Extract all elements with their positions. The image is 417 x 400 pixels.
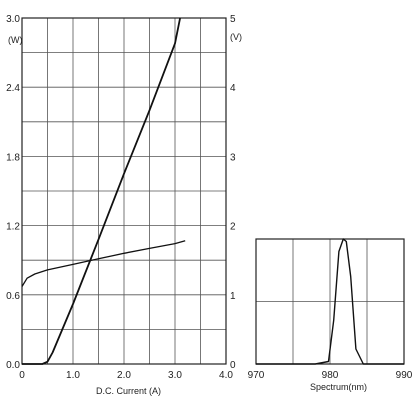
voltage-series-line bbox=[21, 240, 186, 287]
left-axis-unit: (W) bbox=[8, 35, 23, 45]
spectrum-x-axis-label: Spectrum(nm) bbox=[310, 382, 367, 392]
spectrum-x-tick-label: 980 bbox=[322, 370, 339, 381]
y-right-tick-label: 5 bbox=[230, 14, 236, 25]
y-left-tick-label: 3.0 bbox=[6, 14, 20, 25]
x-tick-label: 0 bbox=[19, 370, 25, 381]
y-right-tick-label: 4 bbox=[230, 83, 236, 94]
y-right-tick-label: 1 bbox=[230, 291, 236, 302]
power-series-line bbox=[22, 17, 181, 365]
spectrum-x-tick-label: 970 bbox=[248, 370, 265, 381]
y-left-tick-label: 1.8 bbox=[6, 152, 20, 163]
right-axis-unit: (V) bbox=[230, 32, 242, 42]
x-tick-label: 4.0 bbox=[219, 370, 233, 381]
main-plot-frame bbox=[21, 17, 227, 365]
y-left-tick-label: 0.6 bbox=[6, 291, 20, 302]
spectrum-chart: 970 980 990 Spectrum(nm) bbox=[248, 238, 413, 392]
main-x-axis-label: D.C. Current (A) bbox=[96, 386, 161, 396]
y-right-tick-label: 3 bbox=[230, 152, 236, 163]
spectrum-x-tick-label: 990 bbox=[396, 370, 413, 381]
x-tick-label: 3.0 bbox=[168, 370, 182, 381]
y-left-tick-label: 1.2 bbox=[6, 222, 20, 233]
y-right-tick-label: 0 bbox=[230, 360, 236, 371]
y-left-tick-label: 0.0 bbox=[6, 360, 20, 371]
x-tick-label: 1.0 bbox=[66, 370, 80, 381]
current-chart: 0 1.0 2.0 3.0 4.0 0.0 0.6 1.2 1.8 2.4 3.0 0 1 2 3 4 5 (W… bbox=[6, 14, 242, 396]
y-left-tick-label: 2.4 bbox=[6, 83, 20, 94]
spectrum-plot-frame bbox=[255, 238, 405, 365]
x-tick-label: 2.0 bbox=[117, 370, 131, 381]
spectrum-series-line bbox=[256, 238, 404, 365]
y-right-tick-label: 2 bbox=[230, 222, 236, 233]
